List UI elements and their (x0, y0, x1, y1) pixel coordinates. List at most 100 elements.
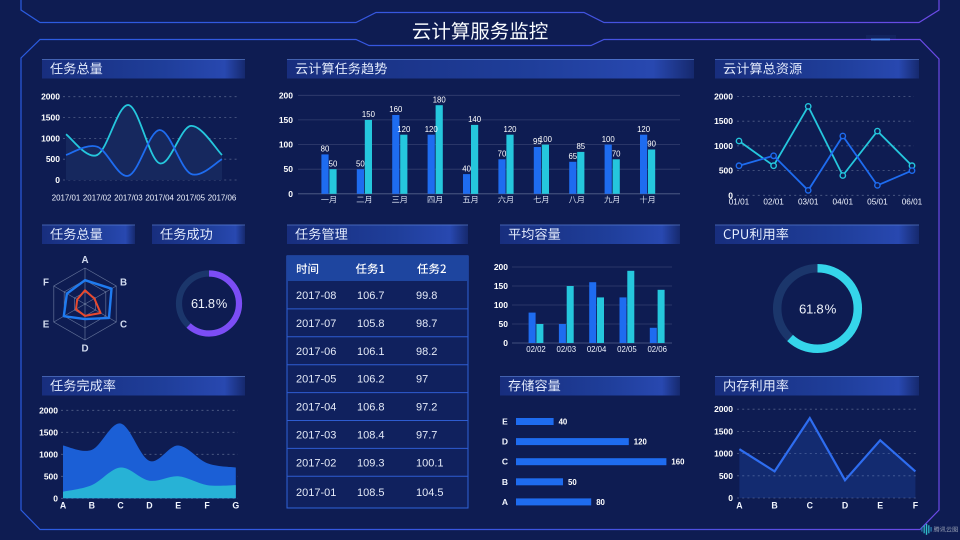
svg-text:1000: 1000 (41, 133, 60, 143)
svg-text:D: D (81, 344, 88, 355)
svg-text:2017/04: 2017/04 (145, 194, 174, 203)
svg-text:1000: 1000 (39, 449, 58, 459)
svg-text:1500: 1500 (39, 427, 58, 437)
svg-text:04/01: 04/01 (833, 198, 854, 207)
svg-text:0: 0 (288, 189, 293, 199)
svg-text:05/01: 05/01 (867, 198, 888, 207)
svg-text:97.7: 97.7 (416, 429, 437, 441)
svg-text:90: 90 (647, 140, 656, 149)
svg-text:2000: 2000 (39, 405, 58, 415)
svg-text:50: 50 (356, 159, 365, 168)
svg-text:50: 50 (499, 319, 509, 329)
svg-text:06/01: 06/01 (902, 198, 923, 207)
svg-text:140: 140 (468, 115, 482, 124)
svg-text:02/04: 02/04 (587, 345, 607, 354)
svg-text:02/05: 02/05 (617, 345, 637, 354)
svg-text:E: E (175, 501, 181, 511)
svg-text:02/03: 02/03 (557, 345, 577, 354)
svg-text:A: A (502, 497, 508, 507)
svg-text:A: A (81, 255, 88, 266)
svg-text:104.5: 104.5 (416, 487, 444, 499)
svg-text:50: 50 (329, 159, 338, 168)
svg-text:2017-05: 2017-05 (296, 374, 336, 386)
svg-text:B: B (502, 477, 508, 487)
svg-text:2017/02: 2017/02 (83, 194, 112, 203)
svg-text:2017-01: 2017-01 (296, 487, 336, 499)
svg-text:108.5: 108.5 (357, 487, 385, 499)
svg-text:50: 50 (284, 164, 294, 174)
svg-text:D: D (502, 437, 508, 447)
svg-text:50: 50 (568, 478, 577, 487)
svg-text:0: 0 (728, 190, 733, 200)
svg-text:160: 160 (389, 105, 403, 114)
svg-text:2000: 2000 (714, 92, 733, 102)
svg-text:100.1: 100.1 (416, 457, 444, 469)
svg-text:100: 100 (602, 135, 616, 144)
svg-text:2017/05: 2017/05 (177, 194, 206, 203)
svg-text:2017-07: 2017-07 (296, 318, 336, 330)
svg-text:C: C (502, 457, 508, 467)
svg-text:500: 500 (44, 471, 58, 481)
svg-text:61.8%: 61.8% (799, 301, 837, 316)
svg-text:106.1: 106.1 (357, 346, 385, 358)
svg-text:500: 500 (719, 471, 733, 481)
svg-text:108.4: 108.4 (357, 429, 385, 441)
svg-text:C: C (120, 320, 127, 331)
svg-text:02/06: 02/06 (647, 345, 667, 354)
svg-text:1500: 1500 (714, 426, 733, 436)
svg-text:0: 0 (728, 493, 733, 503)
svg-text:E: E (877, 501, 883, 511)
svg-text:180: 180 (433, 95, 447, 104)
svg-text:2017-02: 2017-02 (296, 457, 336, 469)
svg-text:200: 200 (494, 262, 508, 272)
svg-text:2017/06: 2017/06 (208, 194, 237, 203)
svg-text:1500: 1500 (41, 113, 60, 123)
svg-text:2017-08: 2017-08 (296, 290, 336, 302)
svg-text:D: D (842, 501, 848, 511)
svg-text:D: D (146, 501, 152, 511)
svg-text:150: 150 (494, 281, 508, 291)
svg-text:02/02: 02/02 (526, 345, 546, 354)
svg-text:03/01: 03/01 (798, 198, 819, 207)
svg-text:2017-03: 2017-03 (296, 429, 336, 441)
svg-text:2000: 2000 (41, 92, 60, 102)
svg-text:70: 70 (498, 150, 507, 159)
svg-text:A: A (736, 501, 743, 511)
svg-text:61.8%: 61.8% (191, 296, 227, 311)
svg-text:150: 150 (362, 110, 376, 119)
svg-text:120: 120 (425, 125, 439, 134)
svg-text:01/01: 01/01 (729, 198, 750, 207)
svg-text:F: F (43, 278, 49, 289)
svg-text:106.8: 106.8 (357, 402, 385, 414)
svg-text:120: 120 (637, 125, 651, 134)
svg-text:106.2: 106.2 (357, 374, 385, 386)
svg-text:40: 40 (559, 418, 568, 427)
svg-text:120: 120 (503, 125, 517, 134)
svg-text:80: 80 (321, 145, 330, 154)
svg-text:1000: 1000 (714, 449, 733, 459)
svg-text:1000: 1000 (714, 141, 733, 151)
svg-text:G: G (232, 501, 239, 511)
svg-text:65: 65 (568, 152, 577, 161)
svg-text:B: B (89, 501, 95, 511)
svg-text:98.7: 98.7 (416, 318, 437, 330)
svg-text:B: B (120, 278, 127, 289)
svg-text:160: 160 (671, 458, 685, 467)
svg-text:80: 80 (596, 498, 605, 507)
svg-text:2000: 2000 (714, 404, 733, 414)
svg-text:2017-06: 2017-06 (296, 346, 336, 358)
svg-text:1500: 1500 (714, 116, 733, 126)
svg-text:100: 100 (539, 135, 553, 144)
svg-text:97: 97 (416, 374, 428, 386)
svg-text:85: 85 (576, 142, 585, 151)
svg-text:97.2: 97.2 (416, 402, 437, 414)
svg-text:F: F (204, 501, 210, 511)
svg-text:105.8: 105.8 (357, 318, 385, 330)
svg-text:2017-04: 2017-04 (296, 402, 336, 414)
svg-text:500: 500 (46, 154, 60, 164)
svg-text:E: E (502, 417, 508, 427)
svg-text:2017/01: 2017/01 (52, 194, 81, 203)
svg-text:500: 500 (719, 166, 733, 176)
svg-text:100: 100 (494, 300, 508, 310)
svg-text:95: 95 (533, 137, 542, 146)
